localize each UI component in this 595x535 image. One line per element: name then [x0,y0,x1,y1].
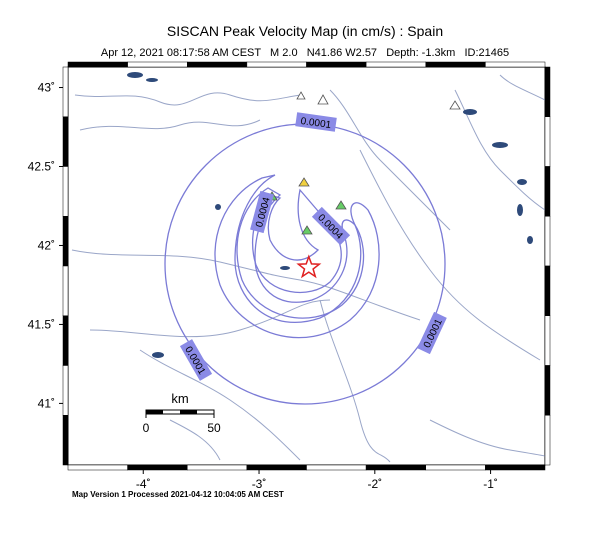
scale-title: km [171,391,188,406]
frame-band [67,464,128,471]
frame-band [246,61,307,68]
frame-band [62,216,69,267]
contour-label-box [179,339,213,381]
y-tick-label: 41˚ [38,396,55,410]
lakes [127,72,533,358]
frame-band [62,315,69,366]
frame-band [544,166,551,217]
footer: Map Version 1 Processed 2021-04-12 10:04… [72,490,284,499]
scale-label: 50 [207,421,221,435]
frame-band [62,66,69,117]
frame-ticks: -4˚ -3˚ -2˚ -1˚ 43˚ 42.5˚ 42˚ 41.5˚ 41˚ [28,61,551,491]
frame-band [67,61,128,68]
contour-label-box [295,112,337,132]
map-frame [67,66,546,466]
frame-band [544,116,551,167]
y-tick-label: 43˚ [38,81,55,95]
x-tick-label: -2˚ [367,477,382,491]
frame-band [544,365,551,416]
frame-band [62,265,69,316]
frame-band [485,464,546,471]
frame-band [365,464,426,471]
frame-band [306,61,367,68]
frame-band [544,66,551,117]
frame-band [187,61,248,68]
x-tick-label: -3˚ [252,477,267,491]
contour-label: 0.0001 [295,112,337,132]
epicenter-layer [296,254,322,279]
frame-band [544,315,551,366]
frame-band [246,464,307,471]
frame-band [365,61,426,68]
frame-band [127,61,188,68]
frame-band [425,61,486,68]
frame-band [485,61,546,68]
contour-label-text: 0.0001 [300,116,332,131]
frame-band [544,216,551,267]
scale-bar: km 0 50 [143,391,221,435]
x-tick-label: -1˚ [483,477,498,491]
title: SISCAN Peak Velocity Map (in cm/s) : Spa… [167,23,443,39]
epicenter-star [296,254,322,279]
frame-band [127,464,188,471]
scale-label: 0 [143,421,150,435]
frame-band [62,365,69,416]
frame-band [544,265,551,316]
y-tick-label: 41.5˚ [28,317,55,331]
x-tick-label: -4˚ [136,477,151,491]
frame-band [544,415,551,466]
frame-band [306,464,367,471]
contour-label-box [250,190,274,234]
frame-band [62,415,69,466]
contour-label-box [417,311,447,355]
y-tick-label: 42˚ [38,238,55,252]
frame-band [62,166,69,217]
frame-band [187,464,248,471]
frame-band [425,464,486,471]
subtitle: Apr 12, 2021 08:17:58 AM CEST M 2.0 N41.… [101,47,509,59]
y-tick-label: 42.5˚ [28,160,55,174]
frame-band [62,116,69,167]
contour-label-box [311,206,351,246]
